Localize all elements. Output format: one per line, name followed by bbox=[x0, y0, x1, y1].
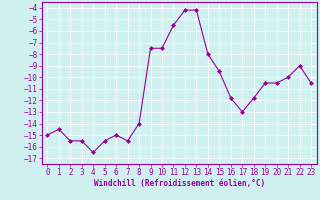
X-axis label: Windchill (Refroidissement éolien,°C): Windchill (Refroidissement éolien,°C) bbox=[94, 179, 265, 188]
